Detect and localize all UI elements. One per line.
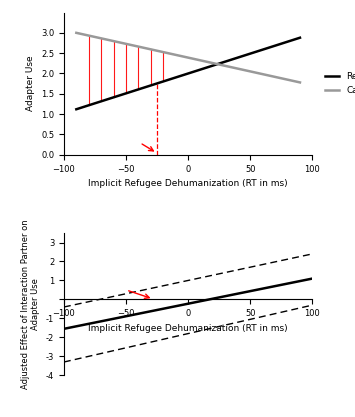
X-axis label: Implicit Refugee Dehumanization (RT in ms): Implicit Refugee Dehumanization (RT in m… (88, 179, 288, 188)
X-axis label: Implicit Refugee Dehumanization (RT in ms): Implicit Refugee Dehumanization (RT in m… (88, 324, 288, 333)
Y-axis label: Adapter Use: Adapter Use (26, 56, 36, 111)
Y-axis label: Adjusted Effect of Interaction Partner on
Adapter Use: Adjusted Effect of Interaction Partner o… (21, 219, 40, 389)
Legend: Refugee, Canadian: Refugee, Canadian (322, 69, 355, 98)
